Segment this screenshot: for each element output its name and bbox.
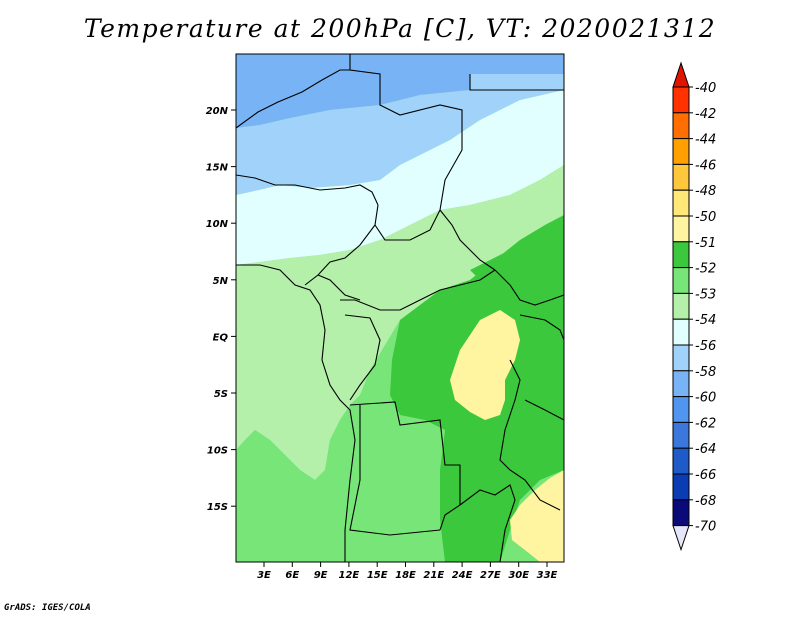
colorbar-label: -51 (695, 236, 716, 251)
colorbar-segment (672, 215, 690, 243)
lon-tick-label: 6E (285, 570, 299, 581)
colorbar-label: -48 (695, 184, 716, 199)
temp-51-northeast (470, 225, 564, 285)
lat-tick-label: 15N (206, 163, 229, 174)
map-panel (236, 54, 564, 562)
border-libya-chad (349, 54, 463, 211)
colorbar-segment (672, 163, 690, 191)
lat-tick-label: 5N (213, 276, 229, 287)
credit-text: GrADS: IGES/COLA (4, 603, 91, 613)
colorbar-label: -62 (695, 416, 716, 431)
lon-tick-label: 18E (395, 570, 416, 581)
border-angola-zambia (349, 405, 441, 536)
lat-tick-label: 10S (207, 446, 228, 457)
colorbar-segment (672, 189, 690, 217)
colorbar-label: -46 (695, 158, 716, 173)
colorbar-label: -53 (695, 287, 716, 302)
colorbar-segment (672, 112, 690, 140)
colorbar-label: -64 (695, 442, 716, 457)
colorbar-label: -56 (695, 339, 716, 354)
temp-50-region-southeast (510, 470, 564, 562)
temp-54-region (236, 90, 564, 265)
colorbar-segment (672, 292, 690, 320)
colorbar-segment (672, 473, 690, 501)
colorbar-segment (672, 499, 690, 527)
colorbar-segment (672, 344, 690, 372)
lon-tick-label: 9E (314, 570, 328, 581)
lon-tick-label: 24E (452, 570, 473, 581)
lon-tick-label: 3E (257, 570, 271, 581)
colorbar-label: -42 (695, 107, 716, 122)
colorbar-segment (672, 138, 690, 165)
temp-53-patch-west (320, 318, 375, 365)
border-congo-drc (344, 314, 381, 401)
temp-53-region (236, 165, 564, 480)
border-egypt-sudan (469, 74, 564, 91)
border-niger-nigeria (235, 174, 379, 206)
colorbar-segment (672, 241, 690, 269)
colorbar-label: -70 (695, 520, 716, 535)
lon-tick-label: 33E (537, 570, 558, 581)
border-chad-sudan (439, 209, 496, 271)
border-tanzania (524, 399, 565, 421)
border-east-lakes (499, 359, 561, 511)
temp-56-region (236, 74, 564, 195)
colorbar-label: -52 (695, 262, 716, 277)
lat-tick-label: 15S (207, 502, 228, 513)
colorbar-segment (672, 318, 690, 346)
colorbar-label: -66 (695, 468, 716, 483)
border-sudan-south (494, 269, 565, 306)
lon-tick-label: 21E (423, 570, 444, 581)
temp-50-region-center (450, 310, 520, 420)
lat-tick-label: 5S (214, 389, 228, 400)
colorbar-label: -54 (695, 313, 716, 328)
colorbar-label: -60 (695, 391, 716, 406)
map-frame (235, 53, 565, 563)
lon-tick-label: 15E (367, 570, 388, 581)
lat-tick-label: EQ (213, 332, 229, 343)
colorbar-bottom-arrow (672, 525, 690, 552)
border-zambia-malawi (459, 484, 516, 563)
temp-52-region (236, 405, 360, 562)
colorbar-segment (672, 447, 690, 475)
border-algeria-niger (235, 69, 350, 129)
border-car-congo (340, 269, 496, 311)
country-borders (235, 54, 565, 563)
colorbar: -40 -42 -44 -46 -48 -50 -51 -52 -53 -54 -56 -58 -60 -… (672, 61, 716, 552)
colorbar-label: -58 (695, 365, 716, 380)
chart-title: Temperature at 200hPa [C], VT: 202002131… (83, 14, 717, 43)
colorbar-segment (672, 267, 690, 294)
lon-tick-label: 30E (508, 570, 529, 581)
colorbar-segment (672, 370, 690, 398)
colorbar-segment (672, 421, 690, 449)
colorbar-label: -68 (695, 494, 716, 509)
lon-tick-label: 27E (480, 570, 501, 581)
longitude-axis: 3E 6E 9E 12E 15E 18E 21E 24E 27E 30E 33E (257, 562, 558, 581)
border-west-coast (236, 264, 356, 562)
colorbar-top-arrow (672, 61, 690, 88)
border-cameroon-car (317, 274, 361, 301)
latitude-axis: 20N 15N 10N 5N EQ 5S 10S 15S (206, 106, 236, 513)
lon-tick-label: 12E (339, 570, 360, 581)
colorbar-segment (672, 396, 690, 423)
colorbar-label: -44 (695, 133, 716, 148)
border-chad-car (374, 209, 441, 241)
lat-tick-label: 10N (206, 219, 229, 230)
colorbar-segment (672, 86, 690, 114)
border-uganda-kenya (519, 314, 565, 341)
colorbar-label: -40 (695, 81, 716, 96)
temp-58-region (236, 54, 564, 128)
lat-tick-label: 20N (206, 106, 229, 117)
colorbar-label: -50 (695, 210, 716, 225)
border-drc-angola (349, 401, 461, 531)
